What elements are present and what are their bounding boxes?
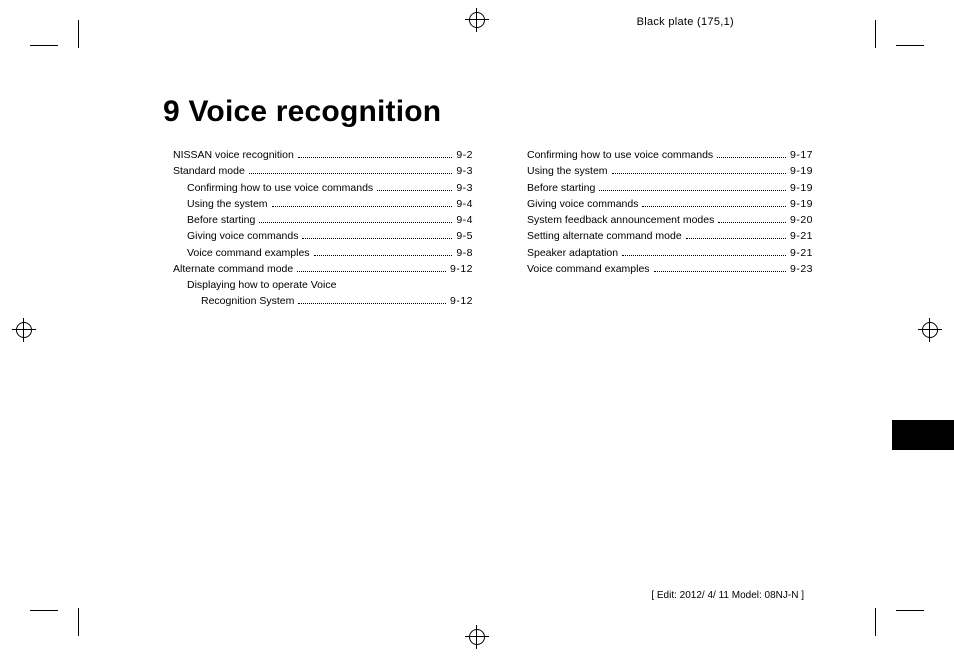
toc-entry-label: Giving voice commands [187,228,298,244]
toc-entry-label: System feedback announcement modes [527,212,714,228]
toc-entry: Using the system 9-19 [513,163,813,179]
toc-entry-label: Before starting [527,180,595,196]
toc-entry-label: Giving voice commands [527,196,638,212]
plate-label: Black plate (175,1) [637,16,734,28]
toc-entry-page: 9-21 [790,245,813,261]
toc-entry-label: Voice command examples [527,261,650,277]
toc-leader [377,190,452,191]
toc-entry-label: Standard mode [173,163,245,179]
toc-leader [717,157,786,158]
chapter-title-text: Voice recognition [188,95,441,128]
toc-leader [272,206,453,207]
toc-entry: Before starting 9-4 [173,212,473,228]
toc-entry: Giving voice commands 9-5 [173,228,473,244]
toc-leader [302,238,452,239]
chapter-title: 9 Voice recognition [163,95,876,129]
crop-mark [30,610,58,611]
toc-entry: Setting alternate command mode 9-21 [513,228,813,244]
toc-leader [642,206,786,207]
toc-entry-page: 9-4 [456,196,473,212]
crop-mark [78,608,79,636]
toc-entry-label: Before starting [187,212,255,228]
toc-leader [599,190,786,191]
toc-entry: Using the system 9-4 [173,196,473,212]
registration-mark [12,318,36,342]
toc-leader [622,255,786,256]
crop-mark [896,45,924,46]
registration-mark [465,8,489,32]
toc-entry: Confirming how to use voice commands 9-3 [173,180,473,196]
toc-entry-label: Confirming how to use voice commands [527,147,713,163]
toc-entry: Standard mode 9-3 [173,163,473,179]
toc-entry-page: 9-21 [790,228,813,244]
toc-entry-label: Using the system [527,163,608,179]
toc-entry: Speaker adaptation 9-21 [513,245,813,261]
toc-entry: Before starting 9-19 [513,180,813,196]
toc-entry-page: 9-3 [456,180,473,196]
thumb-tab [892,420,954,450]
toc-leader [718,222,786,223]
toc-entry-page: 9-20 [790,212,813,228]
toc-leader [686,238,786,239]
toc-leader [249,173,453,174]
crop-mark [875,608,876,636]
toc-leader [298,157,453,158]
toc-entry-page: 9-19 [790,163,813,179]
registration-mark [465,625,489,649]
toc-entry: System feedback announcement modes 9-20 [513,212,813,228]
toc-entry-page: 9-5 [456,228,473,244]
page-body: 9 Voice recognition NISSAN voice recogni… [78,40,876,611]
toc-leader [654,271,786,272]
toc-entry: Displaying how to operate Voice [173,277,473,293]
toc-entry-label: Recognition System [201,293,294,309]
toc-leader [259,222,452,223]
toc-entry-label: Using the system [187,196,268,212]
toc-entry-page: 9-17 [790,147,813,163]
toc-entry-page: 9-8 [456,245,473,261]
crop-mark [30,45,58,46]
toc-entry-page: 9-19 [790,180,813,196]
toc-entry-label: Setting alternate command mode [527,228,682,244]
toc-entry-label: NISSAN voice recognition [173,147,294,163]
toc-entry-label: Voice command examples [187,245,310,261]
footer-meta: [ Edit: 2012/ 4/ 11 Model: 08NJ-N ] [651,590,804,601]
toc-entry-page: 9-19 [790,196,813,212]
toc-entry-label: Alternate command mode [173,261,293,277]
toc-entry: Giving voice commands 9-19 [513,196,813,212]
chapter-number: 9 [163,95,180,128]
toc-entry: Recognition System 9-12 [173,293,473,309]
toc-entry-label: Displaying how to operate Voice [187,277,336,293]
toc-leader [612,173,786,174]
toc-entry-page: 9-3 [456,163,473,179]
toc-entry: Voice command examples 9-8 [173,245,473,261]
toc-entry-label: Speaker adaptation [527,245,618,261]
toc-entry-page: 9-4 [456,212,473,228]
toc-leader [297,271,446,272]
toc-column-left: NISSAN voice recognition9-2Standard mode… [173,147,473,310]
toc-entry: NISSAN voice recognition 9-2 [173,147,473,163]
toc-entry-page: 9-2 [456,147,473,163]
toc-column-right: Confirming how to use voice commands 9-17… [513,147,813,310]
toc-entry: Voice command examples 9-23 [513,261,813,277]
registration-mark [918,318,942,342]
crop-mark [896,610,924,611]
toc-entry-page: 9-23 [790,261,813,277]
toc-entry-page: 9-12 [450,293,473,309]
toc-entry-page: 9-12 [450,261,473,277]
toc-leader [314,255,453,256]
toc-entry: Alternate command mode 9-12 [173,261,473,277]
toc-entry: Confirming how to use voice commands 9-17 [513,147,813,163]
table-of-contents: NISSAN voice recognition9-2Standard mode… [173,147,846,310]
toc-entry-label: Confirming how to use voice commands [187,180,373,196]
toc-leader [298,303,446,304]
